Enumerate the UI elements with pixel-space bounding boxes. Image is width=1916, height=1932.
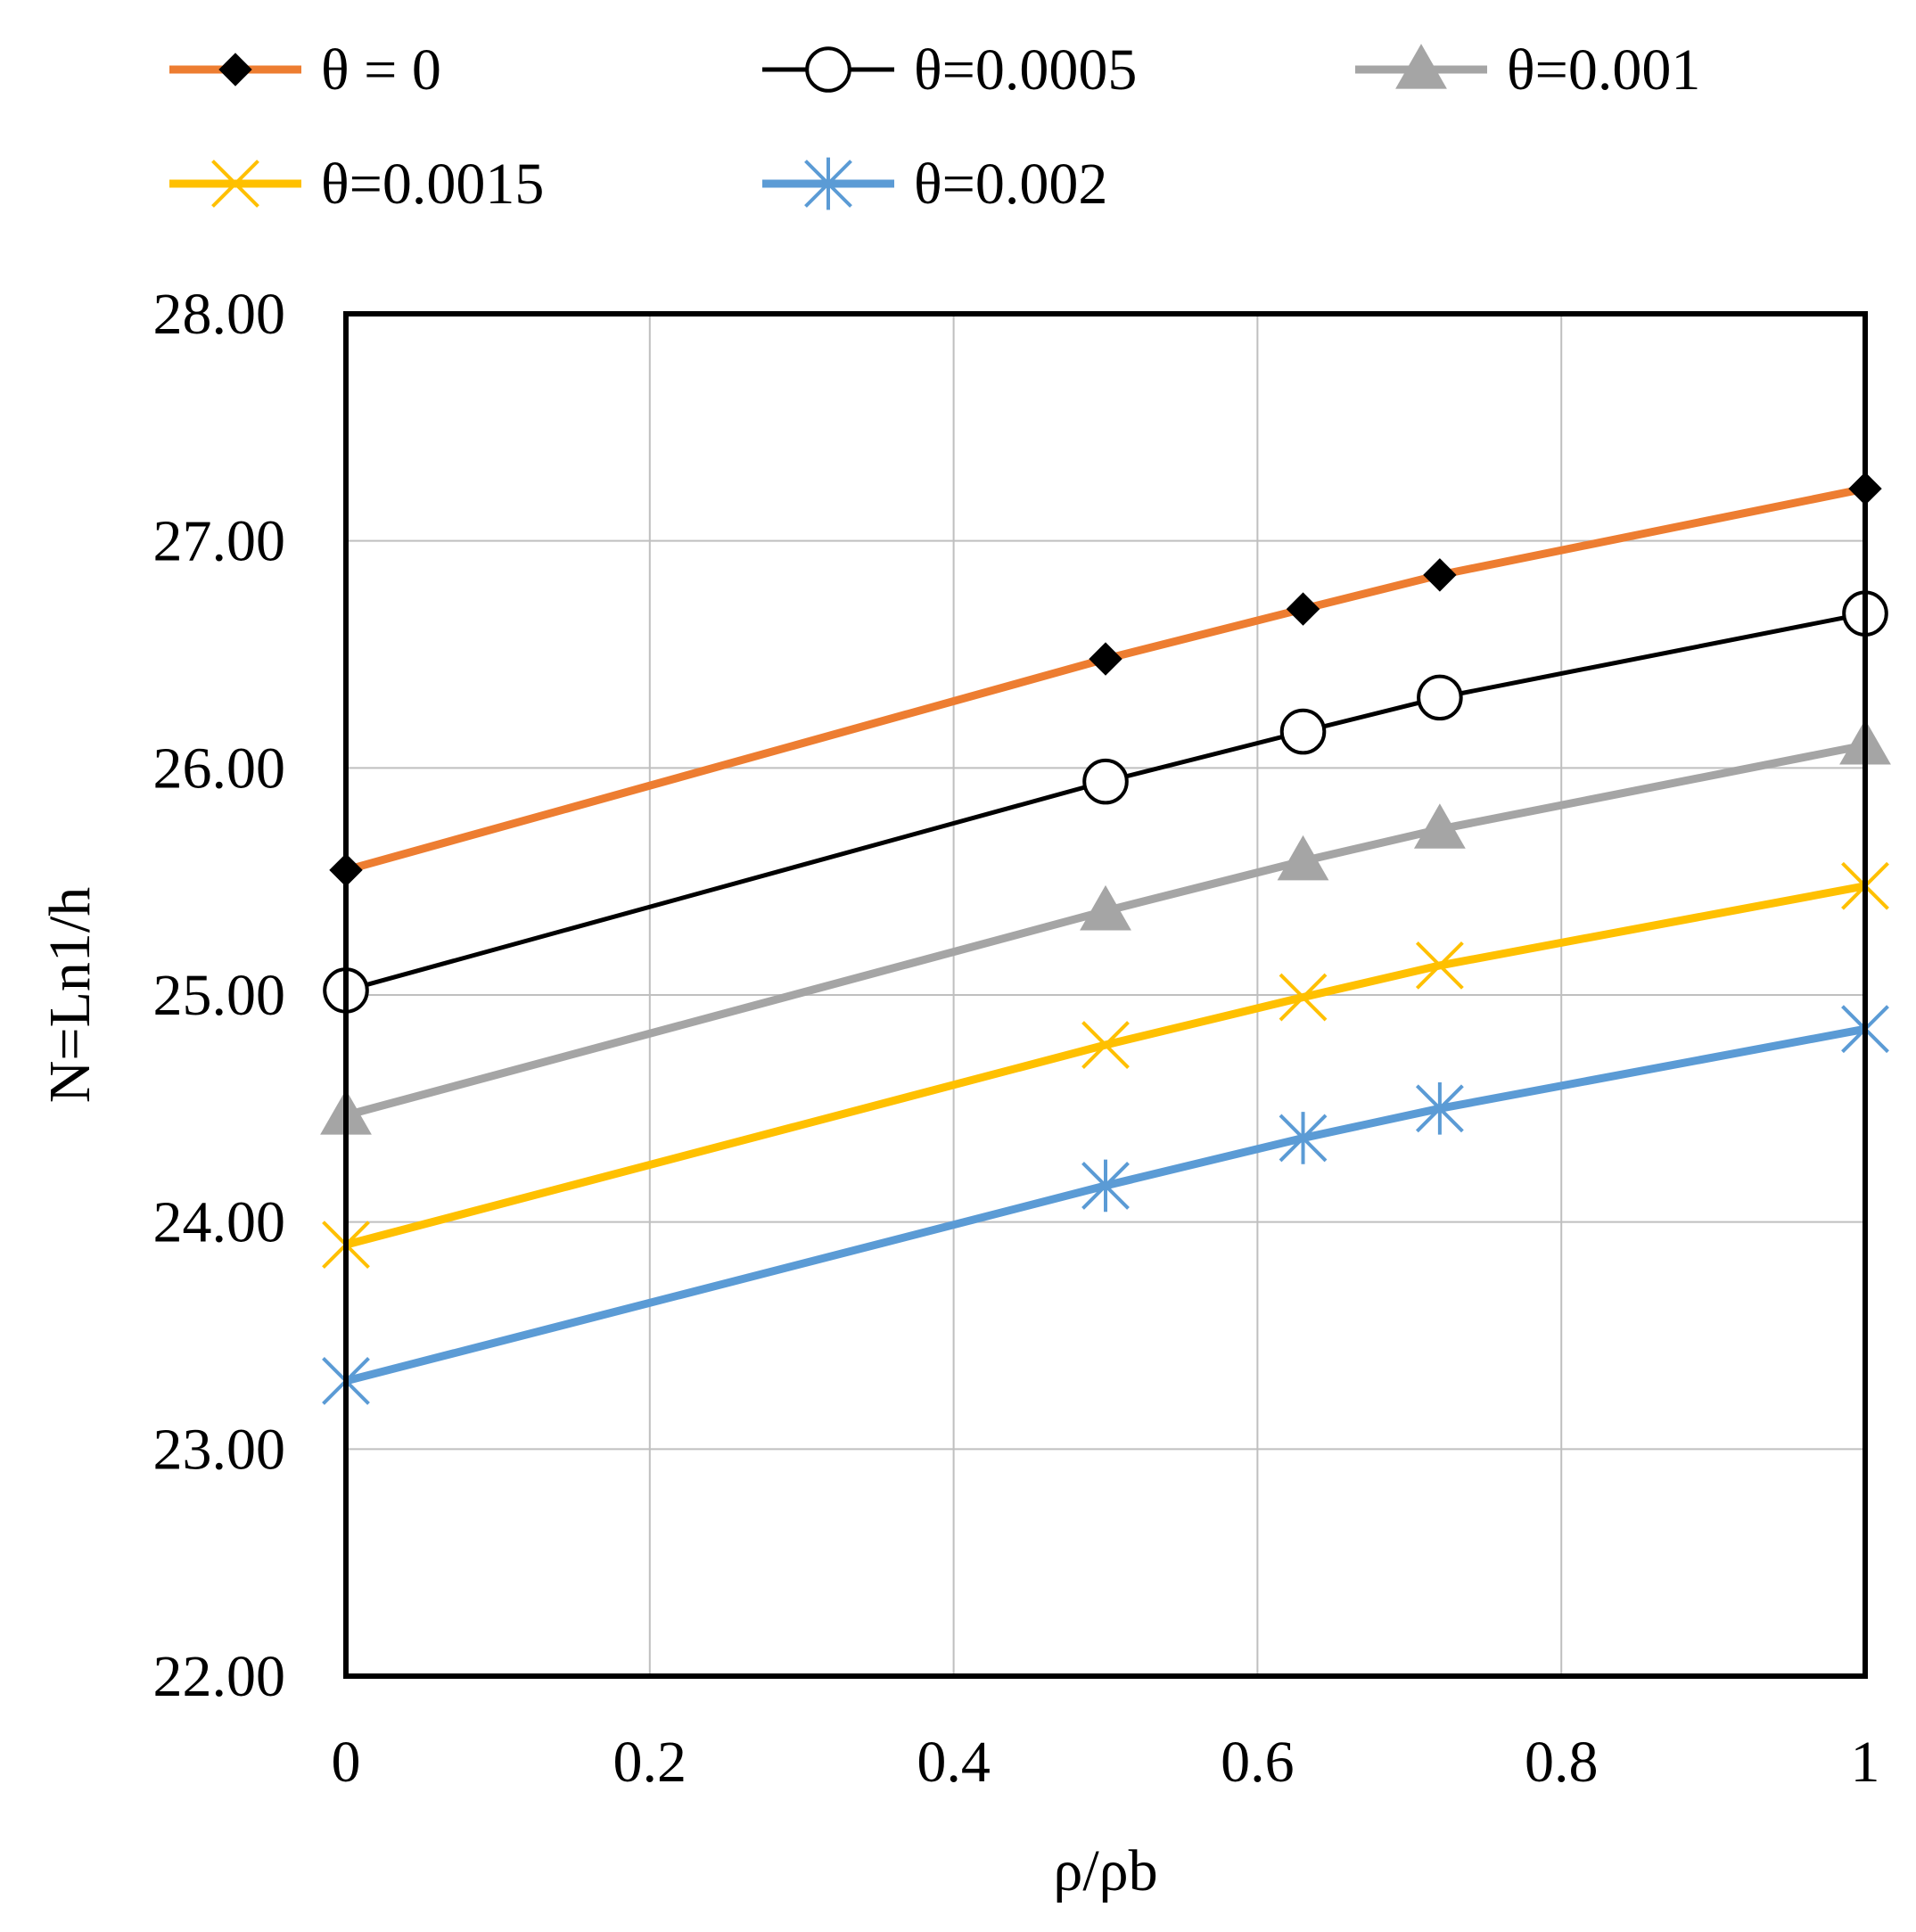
data-point	[1082, 758, 1129, 805]
x-tick-label: 0.6	[1221, 1730, 1295, 1795]
legend-item-1[interactable]: θ = 0	[169, 37, 441, 103]
data-point	[1415, 1082, 1464, 1135]
legend-item-4[interactable]: θ=0.0015	[169, 152, 544, 217]
data-point	[1277, 834, 1329, 881]
y-tick-label: 25.00	[153, 963, 286, 1028]
tick-labels: 0 0.2 0.4 0.6 0.8 1 22.00 23.00 24.00 25.00 26.00 2…	[153, 282, 1880, 1795]
y-tick-label: 22.00	[153, 1644, 286, 1709]
legend-marker	[218, 53, 252, 86]
data-point	[1286, 592, 1320, 626]
legend-label: θ = 0	[321, 37, 441, 103]
series-2[interactable]	[323, 590, 1888, 1014]
series-layer	[320, 472, 1891, 1408]
legend-marker	[211, 160, 259, 208]
legend[interactable]: θ = 0 θ=0.0005 θ=0.001 θ=0.0015 θ=0.002	[169, 37, 1700, 217]
plot-area-border	[343, 311, 1868, 1679]
legend-item-5[interactable]: θ=0.002	[762, 152, 1107, 217]
y-tick-label: 28.00	[153, 282, 286, 347]
y-tick-label: 23.00	[153, 1417, 286, 1482]
series-4[interactable]	[322, 861, 1889, 1270]
legend-item-2[interactable]: θ=0.0005	[762, 37, 1137, 103]
data-point	[1415, 941, 1464, 990]
data-point	[1089, 642, 1122, 676]
x-tick-label: 0.8	[1525, 1730, 1599, 1795]
data-point	[1279, 708, 1327, 755]
data-point	[1279, 973, 1328, 1022]
x-tick-label: 1	[1851, 1730, 1880, 1795]
data-point	[1279, 1112, 1328, 1164]
y-tick-label: 27.00	[153, 509, 286, 574]
data-point	[1423, 558, 1457, 592]
data-point	[1413, 803, 1466, 849]
legend-item-3[interactable]: θ=0.001	[1355, 37, 1700, 103]
legend-label: θ=0.002	[914, 152, 1107, 217]
data-point	[1081, 1021, 1130, 1069]
legend-marker	[1395, 44, 1447, 89]
legend-marker	[805, 46, 851, 93]
x-tick-label: 0	[332, 1730, 361, 1795]
data-point	[1417, 674, 1463, 721]
data-point	[1080, 884, 1131, 931]
x-axis-title: ρ/ρb	[1053, 1838, 1157, 1903]
y-tick-label: 26.00	[153, 736, 286, 801]
data-point	[1081, 1159, 1130, 1213]
legend-label: θ=0.0015	[321, 152, 544, 217]
y-axis-title: N=Ln1/h	[37, 887, 103, 1104]
x-tick-label: 0.4	[917, 1730, 991, 1795]
x-tick-label: 0.2	[613, 1730, 687, 1795]
legend-label: θ=0.001	[1507, 37, 1700, 103]
legend-label: θ=0.0005	[914, 37, 1137, 103]
legend-marker	[804, 157, 852, 210]
y-tick-label: 24.00	[153, 1190, 286, 1255]
